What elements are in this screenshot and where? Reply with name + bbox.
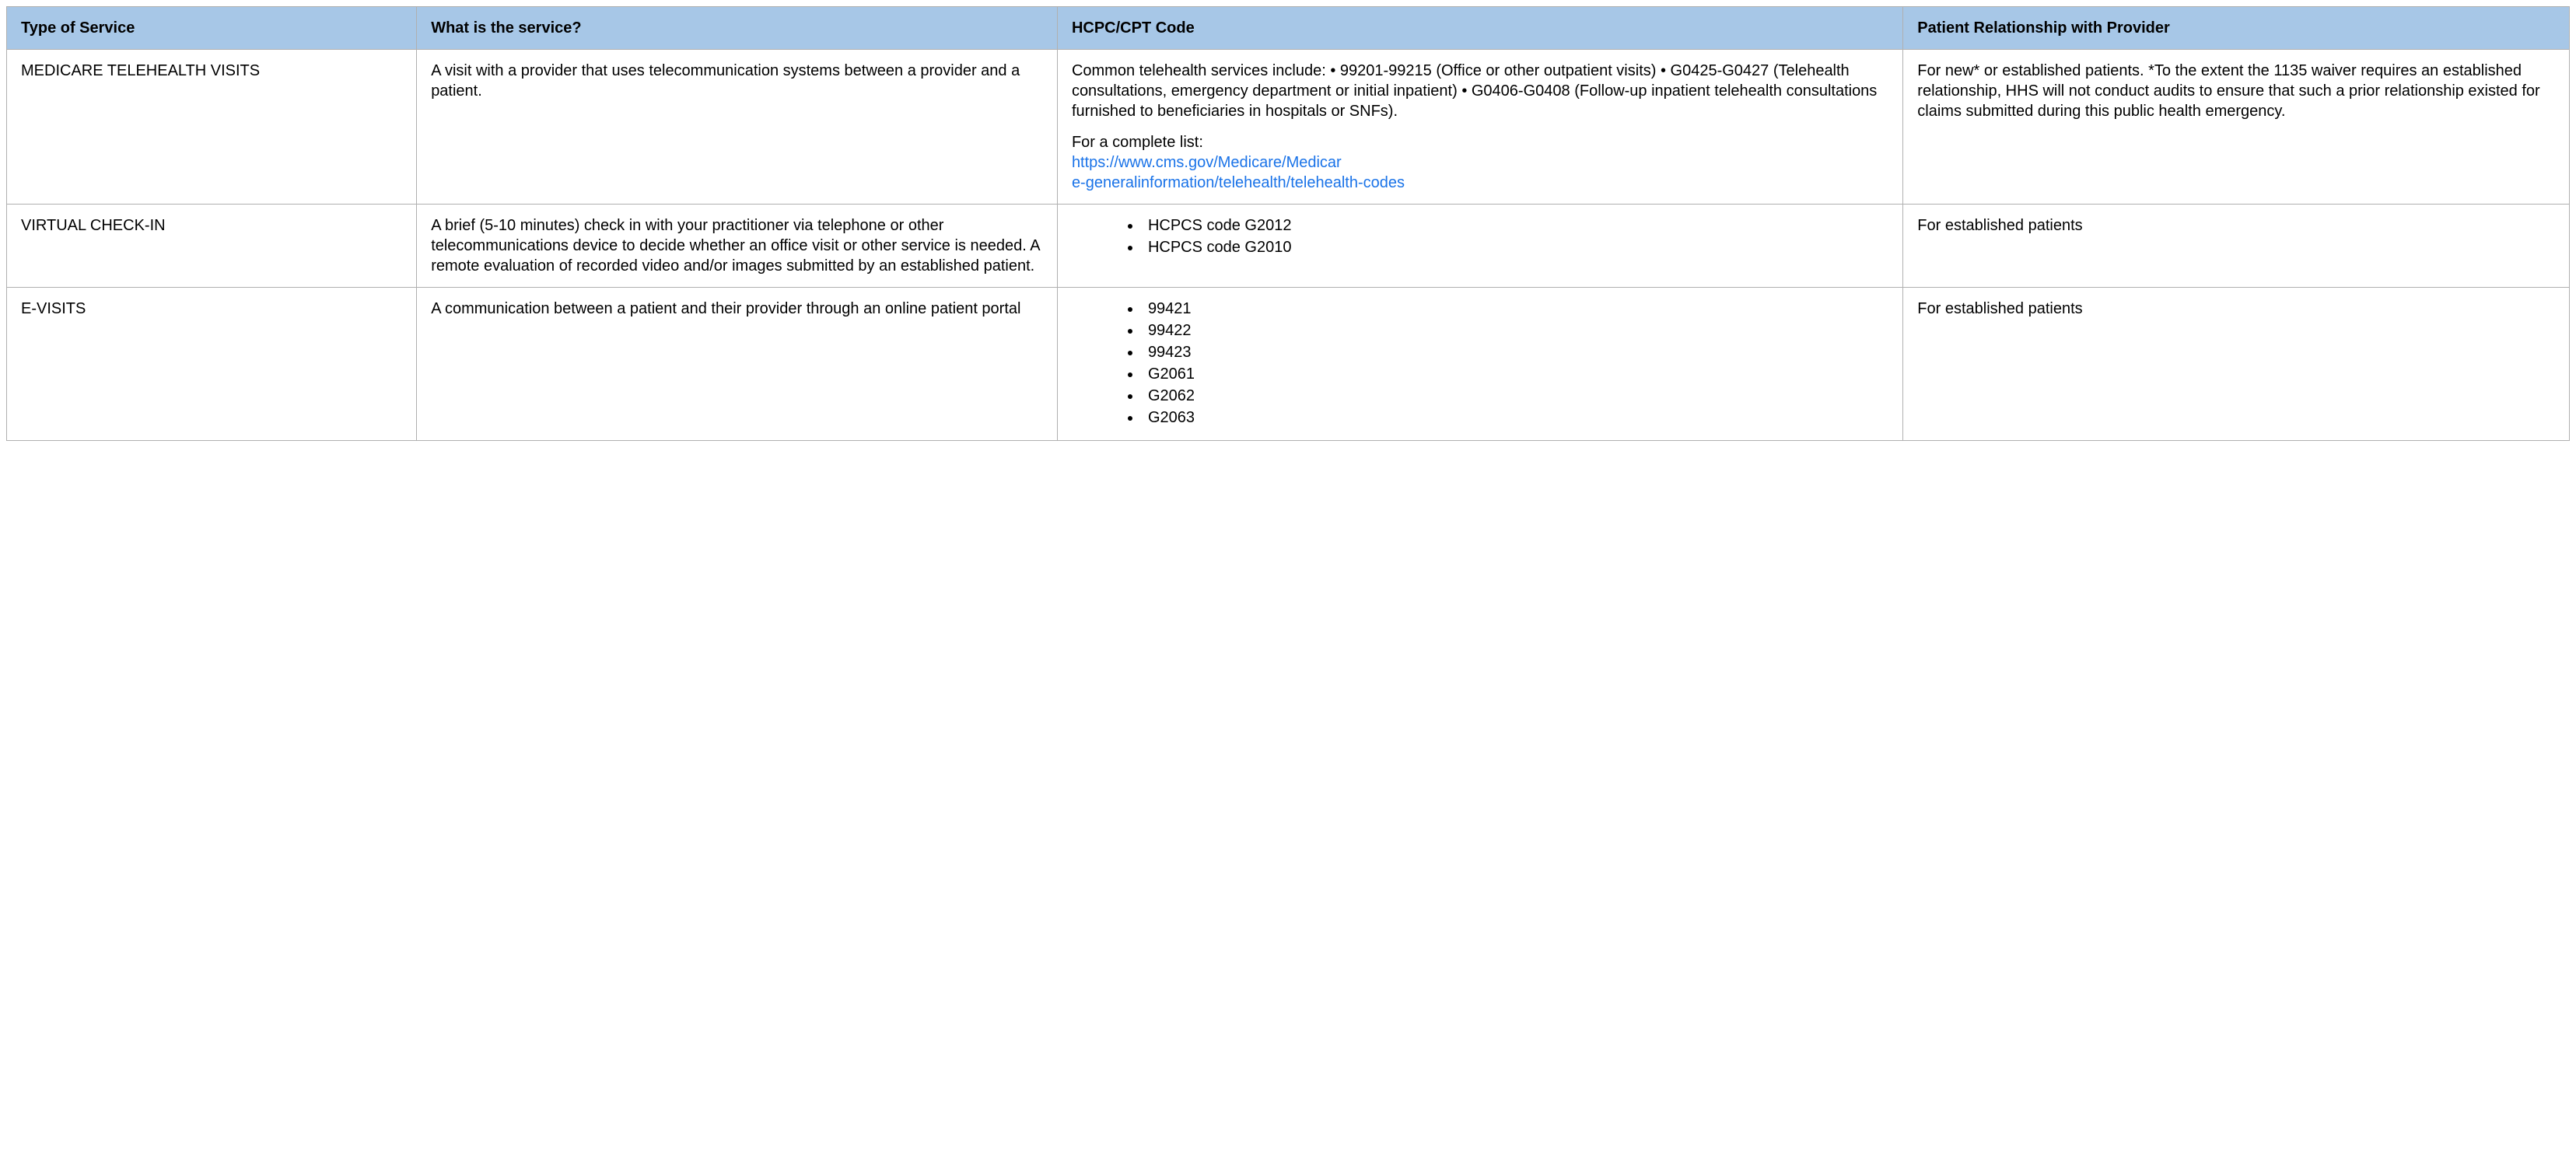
code-link[interactable]: https://www.cms.gov/Medicare/Medicare-ge… xyxy=(1072,154,1405,191)
code-list-item: 99423 xyxy=(1142,342,1888,362)
cell-what: A brief (5-10 minutes) check in with you… xyxy=(417,205,1058,288)
code-list-item: HCPCS code G2012 xyxy=(1142,215,1888,236)
code-list-item: G2063 xyxy=(1142,407,1888,428)
code-list-item: 99421 xyxy=(1142,299,1888,319)
code-list-item: G2061 xyxy=(1142,364,1888,384)
telehealth-services-table: Type of Service What is the service? HCP… xyxy=(6,6,2570,441)
cell-what: A communication between a patient and th… xyxy=(417,288,1058,441)
code-list-item: G2062 xyxy=(1142,386,1888,406)
cell-type: VIRTUAL CHECK-IN xyxy=(7,205,417,288)
cell-type: MEDICARE TELEHEALTH VISITS xyxy=(7,50,417,205)
cell-relationship: For new* or established patients. *To th… xyxy=(1903,50,2570,205)
code-link-intro: For a complete list: xyxy=(1072,132,1888,152)
code-list: HCPCS code G2012HCPCS code G2010 xyxy=(1072,215,1888,257)
table-row: VIRTUAL CHECK-INA brief (5-10 minutes) c… xyxy=(7,205,2570,288)
code-list-item: 99422 xyxy=(1142,320,1888,341)
code-list: 994219942299423G2061G2062G2063 xyxy=(1072,299,1888,428)
cell-relationship: For established patients xyxy=(1903,288,2570,441)
table-header-row: Type of Service What is the service? HCP… xyxy=(7,7,2570,50)
table-body: MEDICARE TELEHEALTH VISITSA visit with a… xyxy=(7,50,2570,441)
cell-code: Common telehealth services include: • 99… xyxy=(1057,50,1902,205)
cell-what: A visit with a provider that uses teleco… xyxy=(417,50,1058,205)
col-header-what: What is the service? xyxy=(417,7,1058,50)
code-paragraph: Common telehealth services include: • 99… xyxy=(1072,61,1888,121)
col-header-type: Type of Service xyxy=(7,7,417,50)
table-row: E-VISITSA communication between a patien… xyxy=(7,288,2570,441)
cell-code: HCPCS code G2012HCPCS code G2010 xyxy=(1057,205,1902,288)
cell-code: 994219942299423G2061G2062G2063 xyxy=(1057,288,1902,441)
col-header-code: HCPC/CPT Code xyxy=(1057,7,1902,50)
col-header-relationship: Patient Relationship with Provider xyxy=(1903,7,2570,50)
code-list-item: HCPCS code G2010 xyxy=(1142,237,1888,257)
cell-relationship: For established patients xyxy=(1903,205,2570,288)
table-row: MEDICARE TELEHEALTH VISITSA visit with a… xyxy=(7,50,2570,205)
cell-type: E-VISITS xyxy=(7,288,417,441)
